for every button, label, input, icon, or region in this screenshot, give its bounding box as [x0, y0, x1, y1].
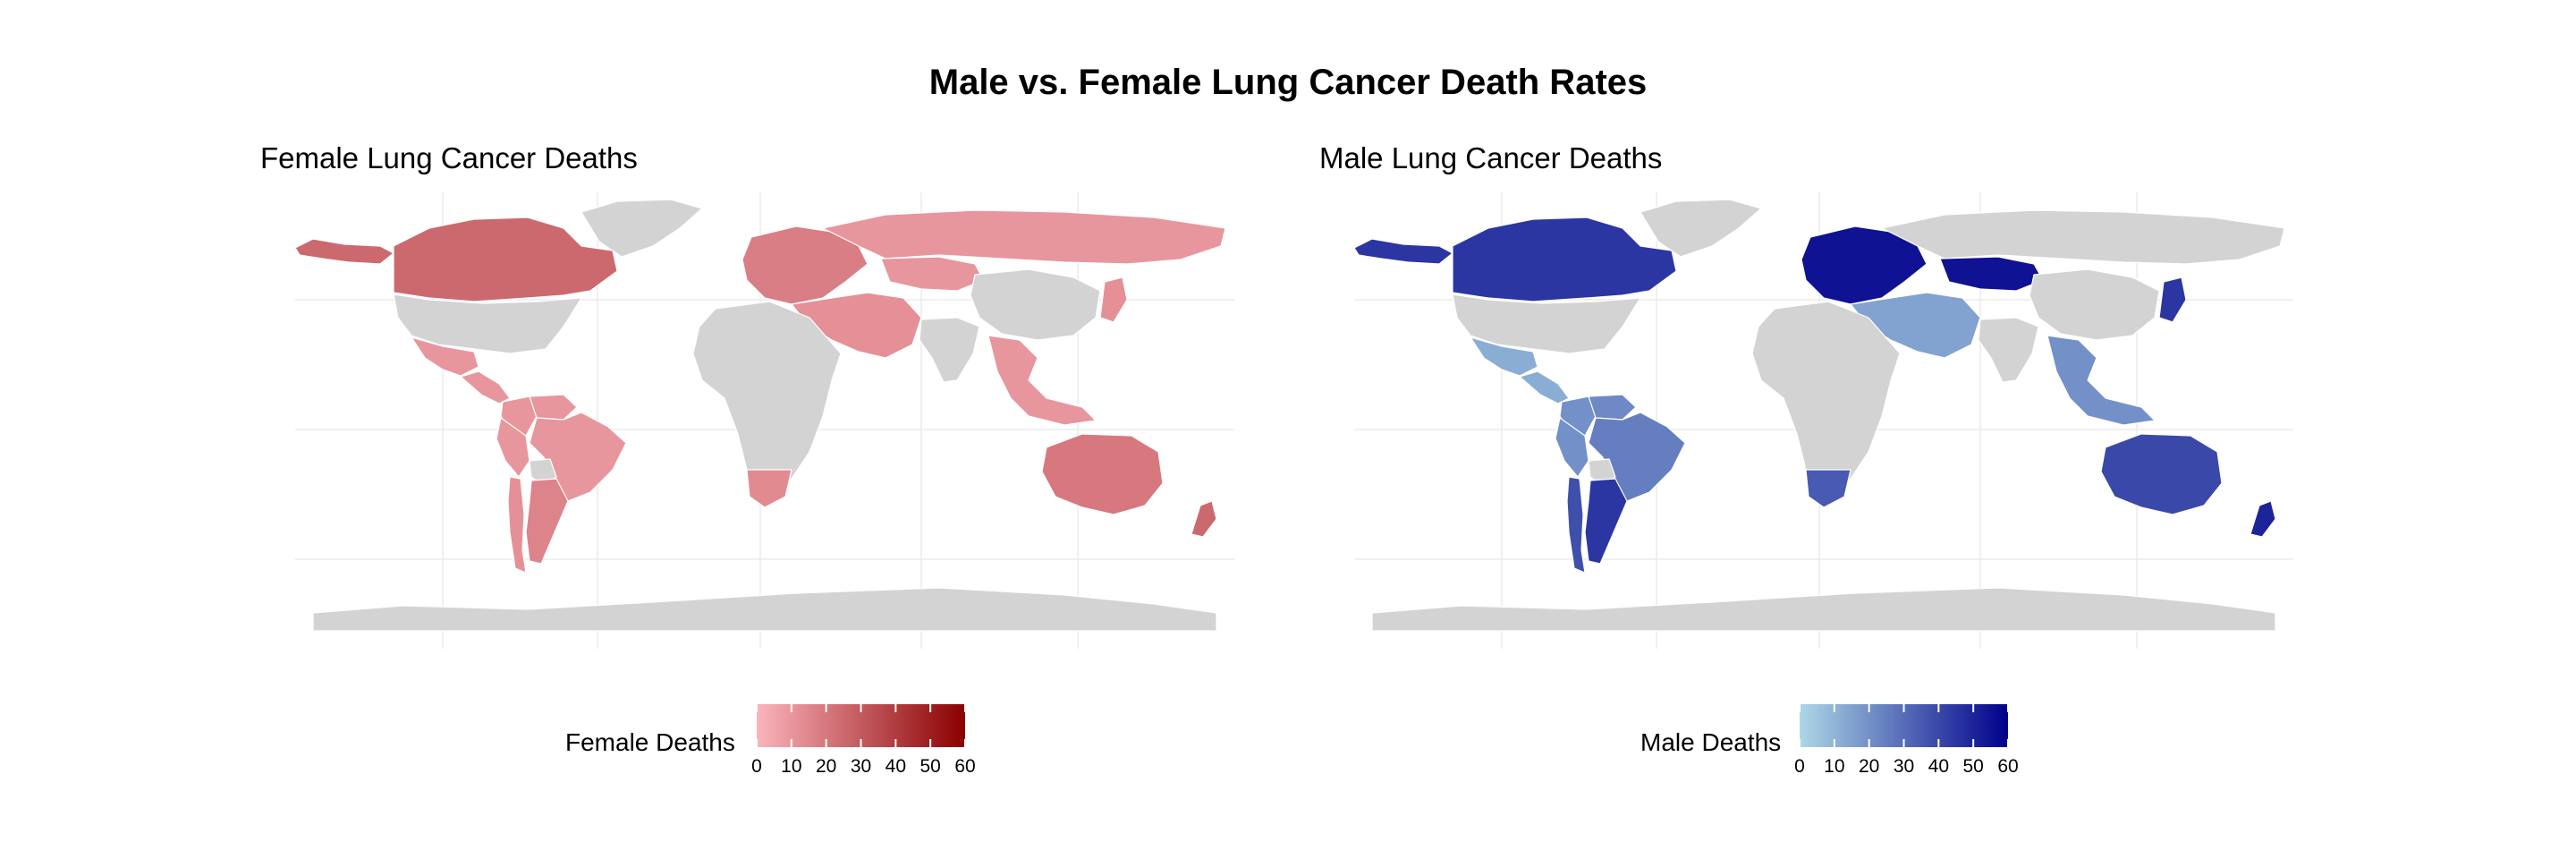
male-region-china: [2029, 268, 2160, 341]
female-region-argentina: [525, 478, 569, 565]
male-legend-tick-label: 30: [1893, 756, 1915, 777]
male-legend-tick-label: 10: [1824, 756, 1845, 777]
male-region-japan: [2158, 276, 2187, 323]
male-legend-tick-label: 40: [1928, 756, 1950, 777]
female-region-chile: [507, 476, 527, 574]
male-region-russia: [1881, 209, 2285, 265]
female-region-new-zealand: [1191, 500, 1217, 538]
female-region-kazakhstan: [880, 256, 985, 292]
male-region-central-america: [1519, 370, 1570, 404]
female-region-canada: [393, 217, 618, 302]
female-region-mexico: [411, 336, 479, 377]
male-region-argentina: [1584, 478, 1628, 565]
female-region-south-africa: [746, 469, 792, 508]
male-legend-tick-label: 60: [1997, 756, 2019, 777]
female-legend-colorbar: [757, 704, 965, 747]
male-region-europe: [1801, 225, 1928, 305]
female-region-alaska: [295, 238, 394, 265]
female-region-africa: [692, 301, 842, 493]
male-region-peru: [1555, 417, 1589, 478]
male-region-antarctica: [1371, 587, 2276, 632]
female-legend-tick-label: 20: [815, 756, 837, 777]
male-map: [1354, 192, 2293, 649]
female-region-peru: [496, 417, 530, 478]
female-legend-tick-label: 0: [751, 756, 762, 777]
male-legend-tick-label: 0: [1794, 756, 1805, 777]
female-region-central-america: [460, 370, 511, 404]
male-legend-colorbar: [1800, 704, 2008, 747]
female-region-venezuela: [529, 394, 578, 421]
female-legend-tick-label: 40: [885, 756, 907, 777]
female-region-united-states: [393, 293, 582, 354]
male-region-mexico: [1470, 336, 1538, 377]
female-legend-tick-label: 60: [954, 756, 976, 777]
male-region-india: [1978, 317, 2039, 383]
male-region-africa: [1751, 301, 1901, 493]
male-legend-tick-label: 20: [1858, 756, 1880, 777]
female-legend-title: Female Deaths: [565, 728, 735, 756]
male-region-new-zealand: [2250, 500, 2276, 538]
male-region-venezuela: [1588, 394, 1637, 421]
main-title: Male vs. Female Lung Cancer Death Rates: [928, 63, 1648, 102]
female-region-india: [919, 317, 980, 383]
male-region-united-states: [1452, 293, 1641, 354]
female-legend-tick-label: 10: [781, 756, 802, 777]
male-region-alaska: [1354, 238, 1453, 265]
female-region-australia: [1041, 433, 1164, 515]
female-legend-tick-label: 30: [850, 756, 872, 777]
male-region-south-africa: [1805, 469, 1852, 508]
male-region-kazakhstan: [1939, 256, 2044, 292]
female-panel-title: Female Lung Cancer Deaths: [260, 141, 638, 174]
female-region-greenland: [580, 199, 703, 258]
male-region-greenland: [1640, 199, 1762, 258]
male-panel-title: Male Lung Cancer Deaths: [1319, 141, 1663, 174]
female-region-southeast-asia: [987, 335, 1097, 426]
female-region-europe: [741, 225, 869, 305]
female-region-russia: [822, 209, 1226, 265]
female-map: [295, 192, 1234, 649]
female-region-china: [970, 268, 1101, 341]
male-region-canada: [1452, 217, 1677, 302]
female-region-japan: [1099, 276, 1128, 323]
male-region-brazil: [1588, 412, 1686, 502]
male-region-chile: [1566, 476, 1586, 574]
female-legend-tick-label: 50: [919, 756, 941, 777]
male-legend-tick-label: 50: [1962, 756, 1984, 777]
male-region-southeast-asia: [2046, 335, 2156, 426]
female-region-antarctica: [312, 587, 1217, 632]
male-legend-title: Male Deaths: [1640, 728, 1782, 756]
male-region-australia: [2100, 433, 2223, 515]
female-region-brazil: [529, 412, 627, 502]
